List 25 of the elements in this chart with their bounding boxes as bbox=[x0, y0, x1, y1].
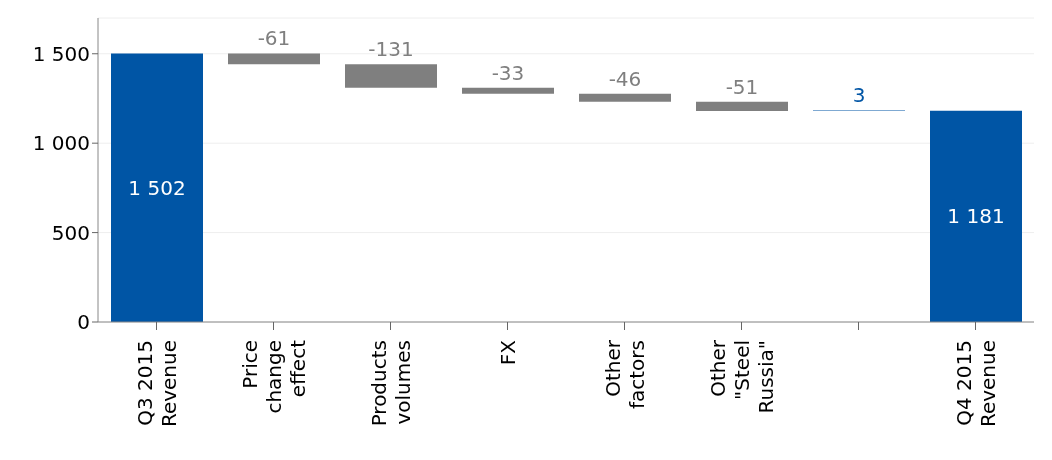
data-label: 3 bbox=[852, 83, 866, 108]
bar bbox=[696, 101, 788, 111]
y-tick-label: 500 bbox=[51, 220, 90, 245]
bar bbox=[111, 53, 203, 322]
y-tick-label: 0 bbox=[77, 310, 90, 335]
data-label: 1 502 bbox=[128, 175, 186, 200]
y-tick-label: 1 500 bbox=[32, 41, 90, 66]
x-tick-label: FX bbox=[495, 339, 520, 366]
bar bbox=[462, 87, 554, 94]
x-tick-label: Price change effect bbox=[237, 339, 310, 414]
data-label: -46 bbox=[608, 66, 642, 91]
y-tick-label: 1 000 bbox=[32, 131, 90, 156]
bar bbox=[930, 110, 1022, 322]
bar bbox=[579, 93, 671, 102]
bar bbox=[345, 64, 437, 88]
data-label: -61 bbox=[257, 26, 291, 51]
x-tick-label: Other "Steel Russia" bbox=[705, 339, 778, 414]
data-label: -33 bbox=[491, 60, 525, 85]
x-tick-label: Other factors bbox=[600, 339, 649, 410]
x-tick-label: Q4 2015 Revenue bbox=[951, 340, 1000, 428]
x-tick-label: Q3 2015 Revenue bbox=[132, 340, 181, 428]
data-label: -51 bbox=[725, 74, 759, 99]
data-label: -131 bbox=[368, 37, 414, 62]
data-label: 1 181 bbox=[947, 204, 1005, 229]
bar bbox=[228, 53, 320, 65]
